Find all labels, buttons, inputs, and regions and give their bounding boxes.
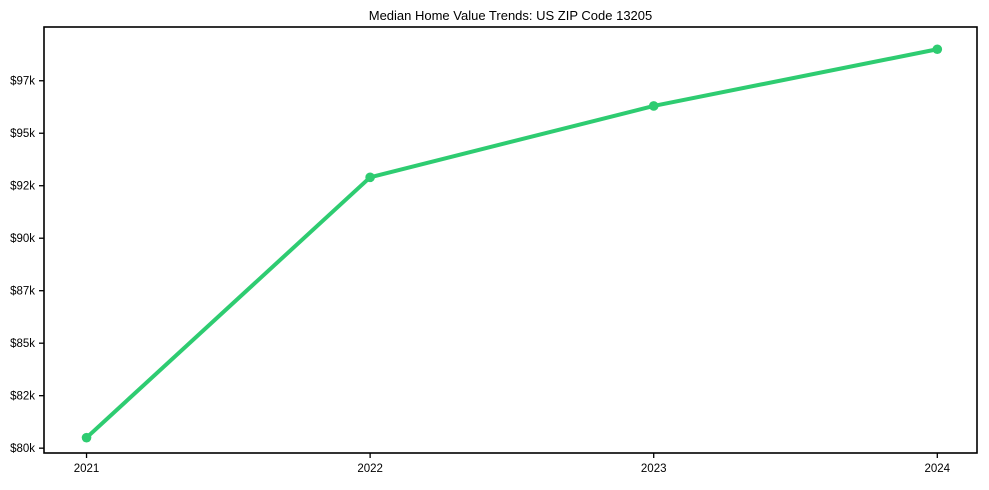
y-tick-label: $95k [10, 128, 35, 140]
data-point-marker [365, 172, 375, 183]
plot-frame [43, 26, 978, 454]
x-tick-label: 2024 [925, 463, 951, 475]
data-point-marker [932, 44, 943, 55]
x-tick-label: 2021 [74, 463, 100, 475]
y-tick-label: $90k [10, 233, 35, 245]
trend-line [84, 47, 940, 440]
y-tick-label: $85k [10, 338, 35, 350]
data-series [81, 44, 943, 443]
axis-ticks: $80k $82k $85k $87k $90k $92k $95k $97k 2021 2022… [10, 76, 951, 475]
y-tick-label: $87k [10, 286, 35, 298]
data-point-marker [81, 432, 92, 443]
y-tick-label: $97k [10, 76, 35, 88]
y-tick-label: $92k [10, 181, 35, 193]
x-tick-label: 2022 [357, 463, 383, 475]
chart-title: Median Home Value Trends: US ZIP Code 13… [369, 8, 653, 23]
y-tick-label: $80k [10, 443, 35, 455]
plot-border [43, 26, 978, 454]
data-point-marker [648, 101, 659, 111]
y-tick-label: $82k [10, 391, 35, 403]
x-tick-label: 2023 [641, 463, 667, 475]
